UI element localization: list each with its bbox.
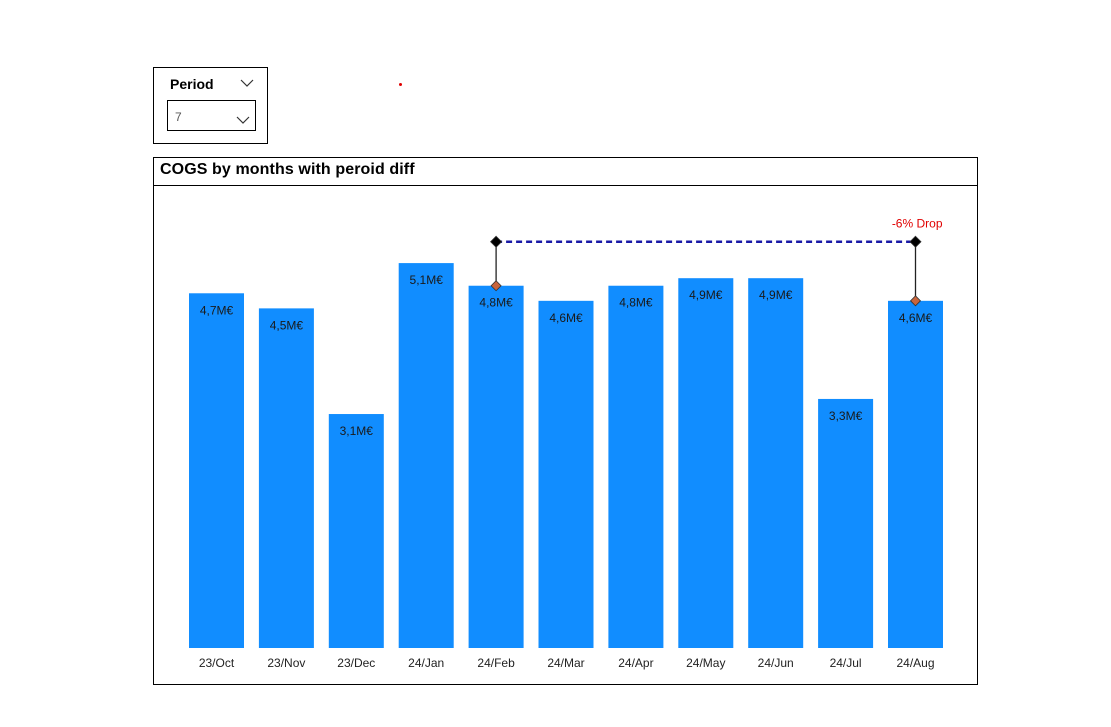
- diff-endpoint-marker-left: [490, 235, 503, 248]
- bar-24/Mar[interactable]: [538, 300, 594, 648]
- bar-24/Jun[interactable]: [748, 278, 804, 648]
- bar-24/Aug[interactable]: [888, 300, 943, 648]
- data-label: 3,1M€: [340, 424, 374, 438]
- period-selected-value: 7: [175, 110, 182, 124]
- bar-23/Dec[interactable]: [328, 414, 384, 648]
- bar-23/Oct[interactable]: [189, 293, 244, 648]
- x-tick-label: 24/Jan: [408, 656, 444, 670]
- bar-24/Jul[interactable]: [818, 398, 874, 648]
- data-label: 4,9M€: [759, 288, 793, 302]
- bar-24/Apr[interactable]: [608, 285, 664, 648]
- chevron-down-icon: [236, 112, 250, 130]
- red-dot-marker: [399, 83, 402, 86]
- bar-24/May[interactable]: [678, 278, 734, 648]
- bar-24/Jan[interactable]: [398, 263, 454, 648]
- data-label: 4,8M€: [619, 296, 653, 310]
- x-tick-label: 23/Dec: [337, 656, 375, 670]
- slicer-title: Period: [170, 76, 214, 92]
- data-label: 3,3M€: [829, 409, 863, 423]
- chart-title: COGS by months with peroid diff: [160, 161, 415, 178]
- x-tick-label: 24/Mar: [547, 656, 584, 670]
- diff-label: -6% Drop: [892, 217, 943, 231]
- title-divider: [154, 185, 977, 186]
- data-label: 4,7M€: [200, 303, 234, 317]
- x-tick-label: 23/Nov: [267, 656, 305, 670]
- data-label: 4,6M€: [549, 311, 583, 325]
- x-tick-label: 24/Feb: [477, 656, 515, 670]
- diff-value-marker-right: [909, 295, 922, 307]
- data-label: 5,1M€: [410, 273, 444, 287]
- x-tick-label: 24/Apr: [618, 656, 653, 670]
- bar-24/Feb[interactable]: [468, 285, 524, 648]
- x-tick-label: 24/May: [686, 656, 725, 670]
- diff-endpoint-marker-right: [909, 235, 922, 248]
- x-tick-label: 23/Oct: [199, 656, 235, 670]
- x-tick-label: 24/Jul: [830, 656, 862, 670]
- data-label: 4,5M€: [270, 318, 304, 332]
- diff-value-marker-left: [490, 280, 502, 292]
- period-slicer: Period 7: [153, 67, 268, 144]
- data-label: 4,8M€: [479, 296, 513, 310]
- x-tick-label: 24/Jun: [758, 656, 794, 670]
- data-label: 4,6M€: [899, 311, 933, 325]
- bar-23/Nov[interactable]: [258, 308, 314, 648]
- chevron-down-icon[interactable]: [240, 75, 254, 93]
- cogs-chart-visual: COGS by months with peroid diff 4,7M€ 23/…: [153, 157, 978, 685]
- cogs-bar-chart: 4,7M€ 23/Oct 4,5M€ 23/Nov 3,1M€ 23/Dec 5,1M€ 24…: [189, 217, 943, 670]
- x-tick-label: 24/Aug: [896, 656, 934, 670]
- data-label: 4,9M€: [689, 288, 723, 302]
- period-dropdown[interactable]: 7: [167, 100, 256, 131]
